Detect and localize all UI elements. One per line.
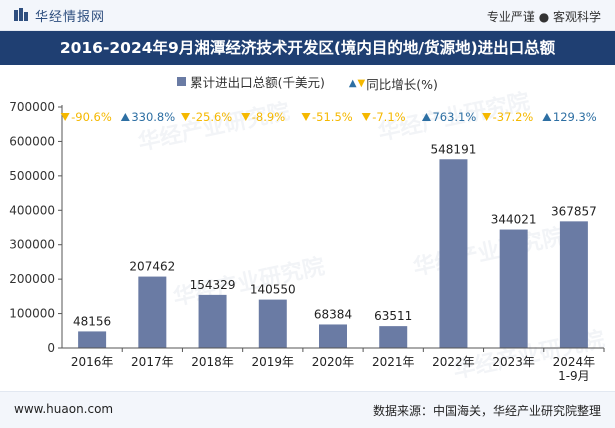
y-tick-label: 700000 <box>9 100 55 114</box>
growth-label: -37.2% <box>493 110 534 124</box>
y-tick-label: 200000 <box>9 272 55 286</box>
watermark-text: 华经产业研究院 <box>411 223 567 280</box>
bar-value-label: 140550 <box>250 283 296 297</box>
bars: 48156 207462 154329 140550 68384 63511 548191 3… <box>73 142 597 348</box>
bar-value-label: 63511 <box>374 309 412 323</box>
legend-item-growth: ▲ ▼ 同比增长(%) <box>349 74 438 93</box>
growth-label: -25.6% <box>192 110 233 124</box>
growth-up-triangle <box>542 113 552 121</box>
bar <box>439 159 468 348</box>
bar-value-label: 344021 <box>491 213 537 227</box>
footer-source: 数据来源：中国海关，华经产业研究院整理 <box>372 404 601 418</box>
legend-swatch-bar <box>177 77 187 86</box>
tagline: 专业严谨 ● 客观科学 <box>486 10 601 24</box>
chart-title: 2016-2024年9月湘潭经济技术开发区(境内目的地/货源地)进出口总额 <box>0 31 615 65</box>
bar <box>499 229 528 348</box>
footer: www.huaon.com 数据来源：中国海关，华经产业研究院整理 <box>0 391 615 428</box>
bar-value-label: 548191 <box>431 142 477 156</box>
growth-down-triangle <box>60 113 70 121</box>
x-tick-label: 2024年 <box>553 355 596 369</box>
x-tick-label: 2020年 <box>312 355 355 369</box>
growth-label: -7.1% <box>372 110 405 124</box>
growth-label: -90.6% <box>71 110 112 124</box>
growth-label: -8.9% <box>252 110 285 124</box>
y-tick-label: 0 <box>47 341 55 355</box>
y-tick-label: 500000 <box>9 169 55 183</box>
x-axis: 2016年 2017年 2018年 2019年 2020年 2021年 2022年 2023年… <box>62 347 605 383</box>
y-tick-label: 600000 <box>9 134 55 148</box>
brand: 华经情报网 <box>13 7 106 25</box>
x-tick-label: 2021年 <box>372 355 415 369</box>
x-tick-label: 2016年 <box>71 355 114 369</box>
growth-down-triangle <box>361 113 371 121</box>
x-tick-label: 1-9月 <box>558 369 590 383</box>
bar <box>138 276 167 348</box>
bar-value-label: 367857 <box>551 204 597 218</box>
x-tick-label: 2023年 <box>492 355 535 369</box>
bar-value-label: 154329 <box>190 278 236 292</box>
bar-value-label: 207462 <box>129 260 175 274</box>
x-tick-label: 2017年 <box>131 355 174 369</box>
bar <box>379 326 408 348</box>
y-tick-label: 400000 <box>9 203 55 217</box>
watermark-text: 华经产业研究院 <box>136 98 292 155</box>
legend: 累计进出口总额(千美元) ▲ ▼ 同比增长(%) <box>0 72 615 93</box>
growth-label: -51.5% <box>312 110 353 124</box>
triangle-up-icon: ▲ <box>348 78 357 89</box>
y-tick-label: 100000 <box>9 307 55 321</box>
brand-logo-icon <box>14 8 28 21</box>
x-tick-label: 2019年 <box>252 355 295 369</box>
legend-item-total: 累计进出口总额(千美元) <box>177 72 325 91</box>
bar <box>319 324 347 348</box>
bar <box>198 294 227 348</box>
y-tick-label: 300000 <box>9 238 55 252</box>
growth-label: 330.8% <box>131 110 175 124</box>
legend-label-growth: 同比增长(%) <box>366 77 438 92</box>
growth-label: 763.1% <box>432 110 476 124</box>
bar <box>559 221 588 348</box>
bar <box>78 331 107 348</box>
growth-labels: -90.6% 330.8% -25.6% -8.9% -51.5% -7.1% 763.1%… <box>60 110 597 124</box>
legend-label-total: 累计进出口总额(千美元) <box>190 75 325 90</box>
growth-down-triangle <box>482 113 492 121</box>
growth-up-triangle <box>120 113 130 121</box>
triangle-down-icon: ▼ <box>357 78 366 89</box>
bar-value-label: 48156 <box>73 314 111 328</box>
y-axis: 0 100000 200000 300000 400000 500000 600000 700… <box>9 100 63 355</box>
brand-name: 华经情报网 <box>35 9 106 25</box>
footer-url: www.huaon.com <box>14 402 114 416</box>
bar <box>258 299 287 348</box>
growth-down-triangle <box>301 113 311 121</box>
growth-down-triangle <box>241 113 251 121</box>
growth-label: 129.3% <box>553 110 597 124</box>
bar-value-label: 68384 <box>314 307 352 321</box>
growth-up-triangle <box>421 113 431 121</box>
top-bar: 华经情报网 专业严谨 ● 客观科学 <box>0 0 615 31</box>
x-tick-label: 2018年 <box>191 355 234 369</box>
x-tick-label: 2022年 <box>432 355 475 369</box>
growth-down-triangle <box>181 113 191 121</box>
